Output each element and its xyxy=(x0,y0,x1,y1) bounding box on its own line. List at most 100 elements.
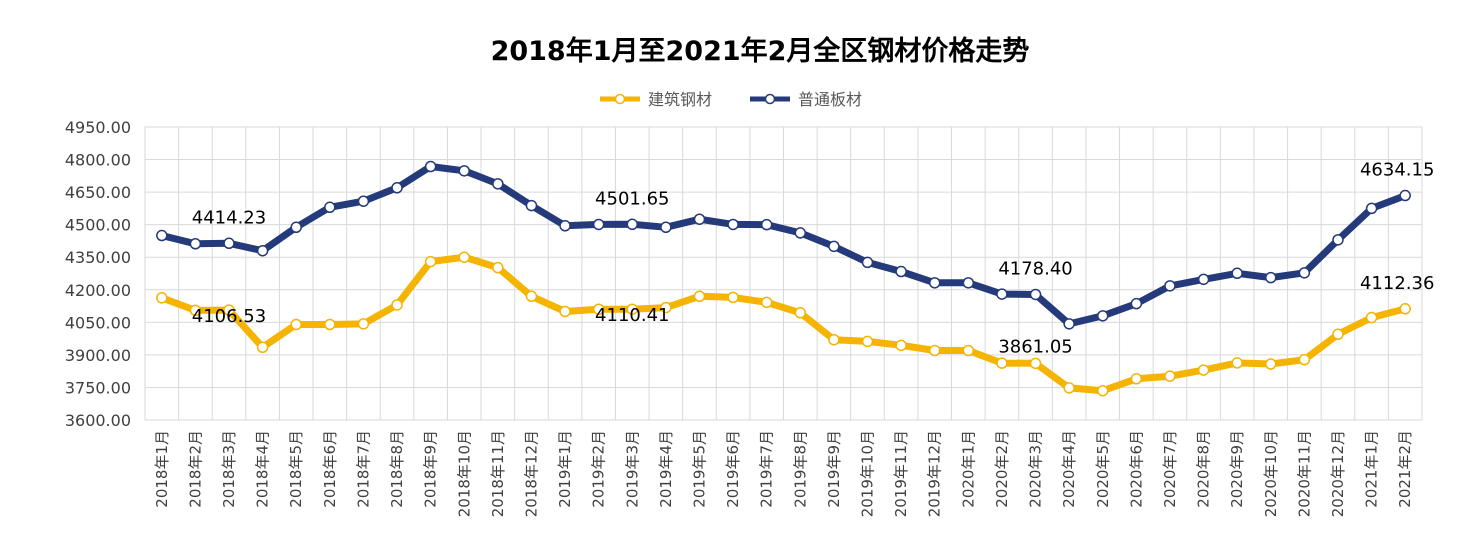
data-point-construction-steel xyxy=(928,344,941,357)
data-point-construction-steel xyxy=(525,290,538,303)
data-point-plate-steel xyxy=(1164,280,1176,292)
y-tick-label: 4050.00 xyxy=(65,313,131,332)
x-axis: 2018年1月 2018年2月 2018年3月 2018年4月 2018年5月 2018年… xyxy=(153,430,1414,517)
data-point-construction-steel xyxy=(727,291,739,304)
data-point-construction-steel xyxy=(861,335,874,348)
data-point-plate-steel xyxy=(256,244,269,257)
y-tick-label: 3750.00 xyxy=(65,378,131,397)
data-point-plate-steel xyxy=(996,288,1008,300)
y-tick-label: 3900.00 xyxy=(65,346,131,365)
data-point-construction-steel xyxy=(760,296,773,309)
data-point-construction-steel xyxy=(1130,373,1143,385)
legend-label-construction-steel: 建筑钢材 xyxy=(648,90,712,109)
x-tick-label: 2019年6月 xyxy=(724,430,742,508)
data-point-plate-steel xyxy=(1029,288,1042,301)
x-tick-label: 2019年1月 xyxy=(556,430,574,508)
x-tick-label: 2018年1月 xyxy=(153,430,171,508)
x-tick-label: 2020年2月 xyxy=(993,430,1011,508)
x-tick-label: 2018年2月 xyxy=(186,430,204,508)
x-tick-label: 2018年7月 xyxy=(354,430,372,508)
data-point-plate-steel xyxy=(861,256,874,269)
legend: 建筑钢材 普通板材 xyxy=(600,90,862,109)
x-tick-label: 2018年5月 xyxy=(287,430,305,508)
data-point-construction-steel xyxy=(1197,364,1210,376)
x-tick-label: 2020年10月 xyxy=(1262,430,1280,517)
data-point-plate-steel xyxy=(962,277,975,289)
data-point-plate-steel xyxy=(189,238,202,250)
x-tick-label: 2019年7月 xyxy=(758,430,776,508)
data-point-plate-steel xyxy=(693,213,706,225)
data-label-construction-steel: 4110.41 xyxy=(595,305,669,326)
data-point-plate-steel xyxy=(1197,273,1210,286)
legend-item-plate-steel: 普通板材 xyxy=(750,90,862,109)
x-tick-label: 2018年9月 xyxy=(422,430,440,508)
data-label-construction-steel: 4106.53 xyxy=(192,306,266,327)
x-tick-label: 2019年10月 xyxy=(859,430,877,517)
x-tick-label: 2020年11月 xyxy=(1295,430,1313,517)
x-tick-label: 2020年12月 xyxy=(1329,430,1347,517)
data-point-plate-steel xyxy=(1399,189,1411,202)
data-point-construction-steel xyxy=(828,333,840,346)
y-tick-label: 4500.00 xyxy=(65,216,131,235)
data-point-plate-steel xyxy=(1332,234,1344,246)
x-tick-label: 2019年9月 xyxy=(825,430,843,508)
data-point-plate-steel xyxy=(324,201,336,214)
y-tick-label: 4800.00 xyxy=(65,151,131,170)
x-tick-label: 2019年4月 xyxy=(657,430,675,508)
legend-item-construction-steel: 建筑钢材 xyxy=(600,90,712,109)
data-point-plate-steel xyxy=(156,229,168,242)
data-point-construction-steel xyxy=(391,299,403,311)
data-point-construction-steel xyxy=(1298,353,1311,366)
data-point-construction-steel xyxy=(492,261,504,274)
data-point-plate-steel xyxy=(828,240,840,253)
data-point-construction-steel xyxy=(794,307,807,319)
series xyxy=(156,160,1411,397)
data-point-plate-steel xyxy=(1130,297,1143,310)
x-tick-label: 2020年7月 xyxy=(1161,430,1179,508)
data-point-plate-steel xyxy=(290,221,302,234)
x-tick-label: 2021年2月 xyxy=(1396,430,1414,508)
data-point-plate-steel xyxy=(727,218,739,231)
data-point-construction-steel xyxy=(1265,358,1277,370)
legend-marker-plate-steel xyxy=(764,93,776,105)
data-point-construction-steel xyxy=(189,304,202,317)
data-point-construction-steel xyxy=(256,341,269,354)
x-tick-label: 2019年3月 xyxy=(623,430,641,508)
x-tick-label: 2018年6月 xyxy=(321,430,339,508)
data-point-construction-steel xyxy=(424,255,437,268)
data-point-construction-steel xyxy=(895,339,907,352)
data-point-plate-steel xyxy=(592,218,605,231)
data-point-construction-steel xyxy=(626,303,639,315)
data-point-plate-steel xyxy=(1231,267,1243,280)
data-point-plate-steel xyxy=(424,160,437,173)
x-tick-label: 2019年5月 xyxy=(690,430,708,508)
data-point-construction-steel xyxy=(1063,382,1075,394)
data-point-construction-steel xyxy=(156,292,168,304)
data-point-plate-steel xyxy=(357,195,370,207)
data-label-plate-steel: 4178.40 xyxy=(998,258,1072,279)
data-point-plate-steel xyxy=(492,178,504,190)
data-point-construction-steel xyxy=(1164,370,1176,382)
gridlines xyxy=(144,126,1423,421)
data-point-plate-steel xyxy=(760,218,773,231)
data-point-construction-steel xyxy=(592,303,605,316)
x-tick-label: 2019年8月 xyxy=(791,430,809,508)
y-tick-label: 4950.00 xyxy=(65,118,131,137)
x-tick-label: 2020年3月 xyxy=(1027,430,1045,508)
x-tick-label: 2019年12月 xyxy=(926,430,944,517)
data-point-plate-steel xyxy=(1063,318,1075,330)
x-tick-label: 2018年12月 xyxy=(522,430,540,517)
legend-label-plate-steel: 普通板材 xyxy=(798,90,862,109)
y-axis: 4950.00 4800.00 4650.00 4500.00 4350.00 4200.… xyxy=(65,118,131,430)
data-label-plate-steel: 4414.23 xyxy=(192,207,266,228)
data-point-plate-steel xyxy=(391,182,403,194)
data-point-construction-steel xyxy=(1231,357,1243,369)
data-point-plate-steel xyxy=(559,220,571,232)
x-tick-label: 2018年3月 xyxy=(220,430,238,508)
x-tick-label: 2018年10月 xyxy=(455,430,473,517)
data-point-plate-steel xyxy=(1097,310,1109,322)
x-tick-label: 2018年4月 xyxy=(254,430,272,508)
data-point-construction-steel xyxy=(290,318,302,331)
legend-marker-construction-steel xyxy=(614,93,626,105)
